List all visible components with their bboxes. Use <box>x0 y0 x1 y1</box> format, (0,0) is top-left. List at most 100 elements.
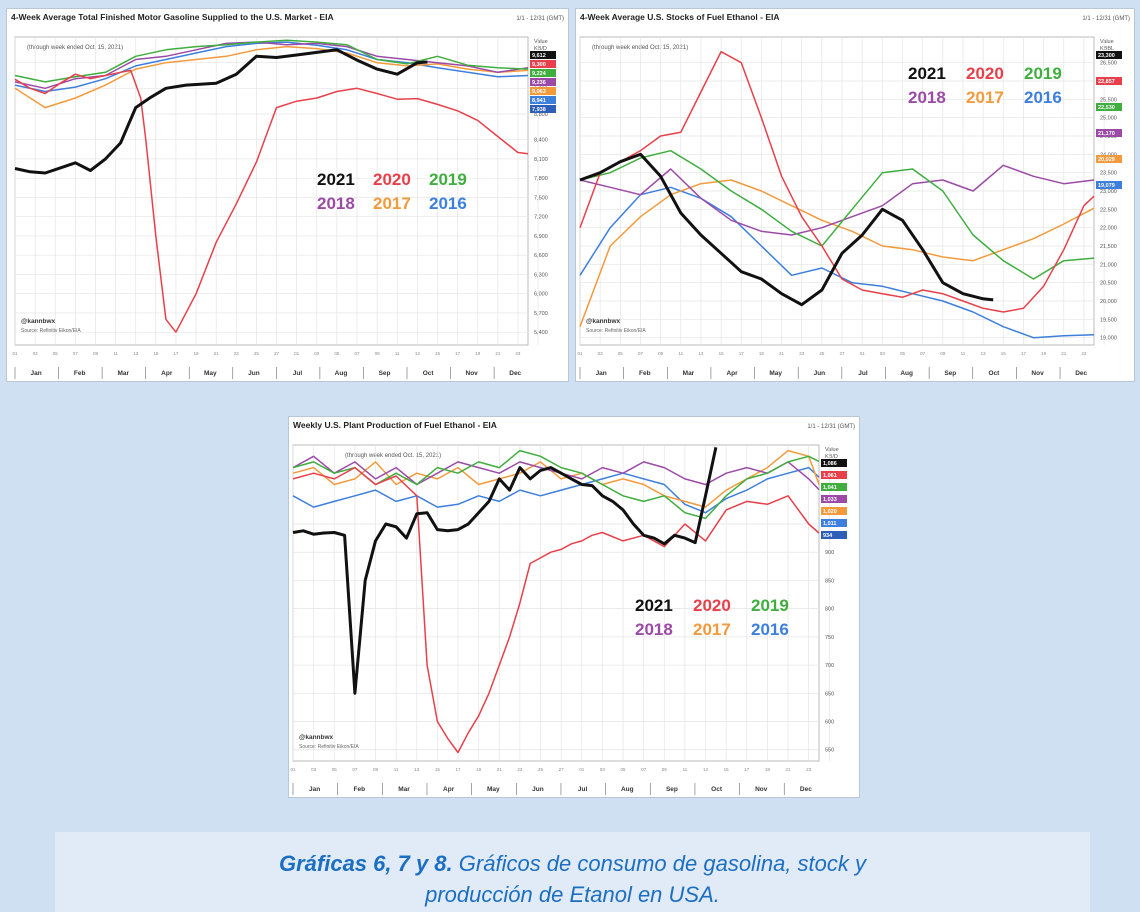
x-month-label: Jun <box>532 786 544 793</box>
y-tick-label: 23,000 <box>1100 189 1117 195</box>
x-week-label: 15 <box>1001 351 1007 356</box>
x-week-label: 01 <box>12 351 18 356</box>
x-week-label: 15 <box>435 767 441 772</box>
chart-ethanol-production: Weekly U.S. Plant Production of Fuel Eth… <box>288 416 860 798</box>
y-tick-label: 6,900 <box>534 234 548 240</box>
y-tick-label: 26,500 <box>1100 61 1117 67</box>
legend-label-2019: 2019 <box>1024 64 1062 83</box>
x-week-label: 25 <box>819 351 825 356</box>
x-week-label: 07 <box>354 351 360 356</box>
x-week-label: 13 <box>414 767 420 772</box>
x-week-label: 25 <box>254 351 260 356</box>
x-month-label: Jan <box>31 370 42 377</box>
x-month-label: Oct <box>423 370 435 377</box>
x-week-label: 19 <box>759 351 765 356</box>
chart-range-label: 1/1 - 12/31 (GMT) <box>516 16 564 22</box>
legend-label-2016: 2016 <box>751 620 789 639</box>
x-week-label: 21 <box>779 351 785 356</box>
x-week-label: 17 <box>173 351 179 356</box>
series-line-2017 <box>579 179 1095 327</box>
chart-title: Weekly U.S. Plant Production of Fuel Eth… <box>293 420 497 430</box>
value-tag-box <box>821 519 847 527</box>
series-line-2020 <box>14 69 529 333</box>
x-month-label: Jul <box>858 370 868 377</box>
value-tag-label: 22,530 <box>1098 105 1115 111</box>
legend-label-2017: 2017 <box>966 88 1004 107</box>
y-tick-label: 22,000 <box>1100 226 1117 232</box>
value-tag-box <box>821 531 847 539</box>
value-header: Value <box>825 447 839 453</box>
legend-label-2021: 2021 <box>635 596 673 615</box>
x-month-label: Jul <box>578 786 588 793</box>
x-week-label: 01 <box>577 351 583 356</box>
x-month-label: Aug <box>900 370 913 377</box>
y-tick-label: 20,500 <box>1100 281 1117 287</box>
x-week-label: 05 <box>53 351 59 356</box>
x-week-label: 21 <box>497 767 503 772</box>
chart-note: (through week ended Oct. 15, 2021) <box>345 453 441 459</box>
x-week-label: 17 <box>1021 351 1027 356</box>
y-tick-label: 19,000 <box>1100 336 1117 342</box>
x-month-label: Feb <box>639 370 651 377</box>
x-week-label: 03 <box>314 351 320 356</box>
value-tag-box <box>1096 129 1122 137</box>
x-week-label: 11 <box>683 767 688 772</box>
x-week-label: 03 <box>598 351 604 356</box>
value-tag-label: 9,300 <box>532 62 546 68</box>
x-week-label: 03 <box>33 351 39 356</box>
x-week-label: 11 <box>113 351 118 356</box>
value-tag-box <box>1096 77 1122 85</box>
value-tag-box <box>530 78 556 86</box>
x-week-label: 01 <box>290 767 296 772</box>
x-week-label: 13 <box>981 351 987 356</box>
y-tick-label: 23,500 <box>1100 171 1117 177</box>
y-tick-label: 800 <box>825 607 834 613</box>
watermark: @kannbwx <box>21 318 56 325</box>
x-month-label: Oct <box>988 370 1000 377</box>
source-text: Source: Refinitiv Eikon/EIA <box>586 328 646 334</box>
legend-label-2017: 2017 <box>373 194 411 213</box>
x-month-label: Oct <box>711 786 723 793</box>
x-week-label: 15 <box>153 351 159 356</box>
series-line-2021 <box>292 446 718 695</box>
chart-gasoline-supplied: 4-Week Average Total Finished Motor Gaso… <box>6 8 569 382</box>
x-week-label: 15 <box>719 351 725 356</box>
x-week-label: 11 <box>961 351 966 356</box>
y-tick-label: 6,300 <box>534 272 548 278</box>
legend-label-2021: 2021 <box>908 64 946 83</box>
x-week-label: 09 <box>658 351 664 356</box>
x-month-label: Sep <box>666 786 678 793</box>
x-week-label: 21 <box>1061 351 1067 356</box>
legend-label-2016: 2016 <box>429 194 467 213</box>
x-week-label: 19 <box>476 767 482 772</box>
chart-range-label: 1/1 - 12/31 (GMT) <box>1082 16 1130 22</box>
x-week-label: 01 <box>860 351 866 356</box>
series-line-2020 <box>292 466 820 754</box>
legend-label-2017: 2017 <box>693 620 731 639</box>
x-week-label: 19 <box>194 351 200 356</box>
value-tag-label: 1,041 <box>823 485 837 491</box>
y-tick-label: 900 <box>825 550 834 556</box>
x-month-label: Jul <box>293 370 303 377</box>
caption-line2: producción de Etanol en USA. <box>425 882 720 907</box>
x-month-label: Mar <box>398 786 410 793</box>
value-tag-box <box>530 96 556 104</box>
y-tick-label: 25,500 <box>1100 97 1117 103</box>
x-month-label: Jan <box>596 370 607 377</box>
chart-range-label: 1/1 - 12/31 (GMT) <box>807 424 855 430</box>
value-tag-box <box>1096 51 1122 59</box>
x-month-label: Aug <box>621 786 634 793</box>
legend-label-2021: 2021 <box>317 170 355 189</box>
y-tick-label: 750 <box>825 635 834 641</box>
x-month-label: Sep <box>379 370 391 377</box>
series-line-2021 <box>14 48 428 175</box>
y-tick-label: 5,700 <box>534 311 548 317</box>
x-week-label: 01 <box>294 351 300 356</box>
value-tag-label: 1,020 <box>823 509 837 515</box>
chart-note: (through week ended Oct. 15, 2021) <box>592 45 688 51</box>
x-week-label: 17 <box>739 351 745 356</box>
value-tag-box <box>821 459 847 467</box>
source-text: Source: Refinitiv Eikon/EIA <box>21 328 81 334</box>
chart-ethanol-stocks: 4-Week Average U.S. Stocks of Fuel Ethan… <box>575 8 1135 382</box>
x-week-label: 23 <box>515 351 521 356</box>
